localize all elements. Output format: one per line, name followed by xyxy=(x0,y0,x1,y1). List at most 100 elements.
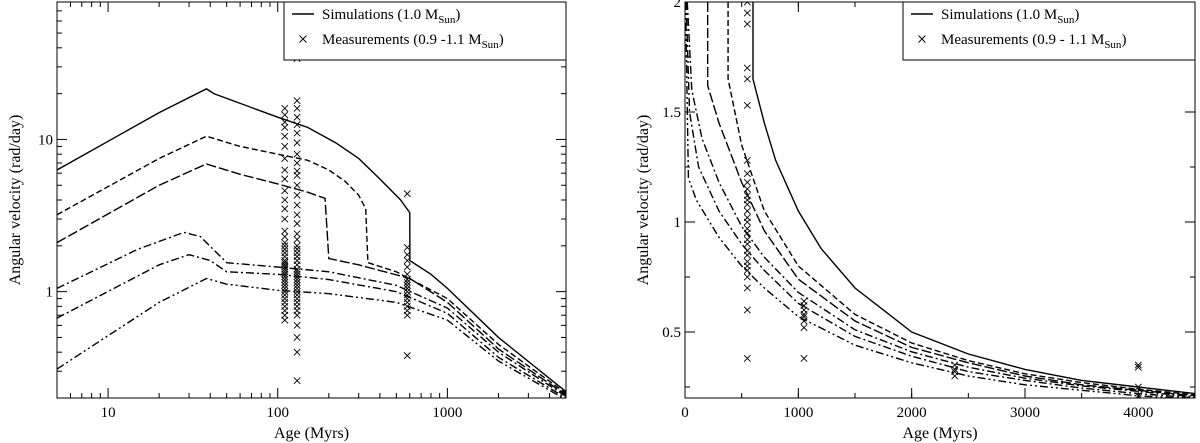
measurement-marker xyxy=(743,236,751,244)
x-tick-label: 10 xyxy=(101,405,116,421)
series-line-sim2 xyxy=(727,2,1195,396)
measurement-marker xyxy=(281,278,289,286)
measurement-marker xyxy=(293,288,301,296)
x-axis-label: Age (Myrs) xyxy=(902,425,977,442)
x-axis-label: Age (Myrs) xyxy=(274,425,349,442)
measurement-marker xyxy=(951,361,959,369)
legend-box xyxy=(283,1,567,61)
measurement-marker xyxy=(281,123,289,131)
y-tick-label: 1.5 xyxy=(662,105,681,121)
measurement-marker xyxy=(281,259,289,267)
series-line-sim3 xyxy=(57,163,566,396)
measurement-marker xyxy=(281,233,289,241)
y-axis-label: Angular velocity (rad/day) xyxy=(635,115,652,286)
legend: Simulations (1.0 MSun) Measurements (0.9 … xyxy=(283,1,567,61)
measurement-marker xyxy=(293,281,301,289)
measurement-marker xyxy=(281,239,289,247)
legend-label: Simulations (1.0 MSun) xyxy=(322,7,460,26)
measurement-marker xyxy=(403,284,411,292)
measurement-marker xyxy=(403,251,411,259)
series-line-sim1 xyxy=(752,2,1195,395)
measurement-marker xyxy=(1134,383,1142,391)
measurement-marker xyxy=(281,281,289,289)
y-axis-label: Angular velocity (rad/day) xyxy=(7,115,24,286)
chart-panel-2: 0 1000 2000 3000 4000 0.5 1 1.5 2 Age (Myrs) Angul… xyxy=(635,0,1196,442)
measurement-marker xyxy=(281,205,289,213)
measurement-marker xyxy=(743,156,751,164)
measurement-marker xyxy=(293,278,301,286)
measurement-marker xyxy=(743,185,751,193)
y-tick-label: 10 xyxy=(38,132,53,148)
measurement-marker xyxy=(743,207,751,215)
measurement-marker xyxy=(293,291,301,299)
measurement-marker xyxy=(1134,361,1142,369)
legend-x-symbol xyxy=(299,35,307,43)
measurement-marker xyxy=(403,263,411,271)
measurement-marker xyxy=(293,139,301,147)
measurement-marker xyxy=(743,64,751,72)
measurement-marker xyxy=(403,270,411,278)
measurement-marker xyxy=(800,313,808,321)
measurement-marker xyxy=(293,284,301,292)
measurement-marker xyxy=(281,132,289,140)
measurement-marker xyxy=(403,278,411,286)
measurement-marker xyxy=(281,227,289,235)
measurement-marker xyxy=(281,104,289,112)
measurement-marker xyxy=(281,118,289,126)
measurement-marker xyxy=(743,101,751,109)
measurement-marker xyxy=(293,104,301,112)
measurement-marker xyxy=(951,368,959,376)
measurement-marker xyxy=(293,348,301,356)
measurement-marker xyxy=(281,245,289,253)
measurement-marker xyxy=(281,291,289,299)
measurement-marker xyxy=(800,324,808,332)
chart-panel-1: 10 100 1000 1 10 Age (Myrs) Angular velocity (… xyxy=(7,1,567,442)
x-tick-label: 3000 xyxy=(1010,405,1040,421)
measurement-marker xyxy=(281,288,289,296)
measurement-marker xyxy=(293,167,301,175)
measurement-marker xyxy=(293,273,301,281)
measurement-marker xyxy=(403,281,411,289)
measurement-marker xyxy=(743,225,751,233)
series-line-sim5 xyxy=(57,253,566,398)
series-line-sim3 xyxy=(706,2,1195,397)
measurement-marker xyxy=(293,97,301,105)
measurement-marker xyxy=(281,196,289,204)
measurement-marker xyxy=(293,191,301,199)
measurement-marker xyxy=(293,181,301,189)
x-tick-label: 100 xyxy=(266,405,289,421)
measurement-marker xyxy=(281,242,289,250)
measurement-marker xyxy=(743,20,751,28)
measurement-marker xyxy=(743,247,751,255)
measurement-marker xyxy=(281,249,289,257)
measurement-marker xyxy=(293,201,301,209)
legend-label: Measurements (0.9 - 1.1 MSun) xyxy=(941,32,1126,51)
measurement-marker xyxy=(403,295,411,303)
measurement-marker xyxy=(743,178,751,186)
series-line-sim6 xyxy=(685,2,1189,398)
measurement-marker xyxy=(293,249,301,257)
measurement-marker xyxy=(743,170,751,178)
measurement-marker xyxy=(293,211,301,219)
measurement-marker xyxy=(293,129,301,137)
y-tick-label: 0.5 xyxy=(662,325,681,341)
measurement-marker xyxy=(293,298,301,306)
legend-x-symbol xyxy=(918,35,926,43)
legend-label: Measurements (0.9 -1.1 MSun) xyxy=(322,32,504,51)
measurement-marker xyxy=(1134,363,1142,371)
legend: Simulations (1.0 MSun) Measurements (0.9 … xyxy=(902,1,1196,61)
x-tick-label: 1000 xyxy=(432,405,462,421)
measurement-marker xyxy=(293,295,301,303)
measurement-marker xyxy=(293,276,301,284)
measurement-marker xyxy=(403,352,411,360)
measurement-marker xyxy=(281,154,289,162)
y-tick-label: 1 xyxy=(46,285,54,301)
x-tick-label: 2000 xyxy=(897,405,927,421)
measurement-marker xyxy=(743,2,751,6)
measurement-marker xyxy=(281,142,289,150)
legend-box xyxy=(902,1,1196,61)
measurement-marker xyxy=(293,113,301,121)
measurement-marker xyxy=(281,253,289,261)
measurement-marker xyxy=(293,230,301,238)
